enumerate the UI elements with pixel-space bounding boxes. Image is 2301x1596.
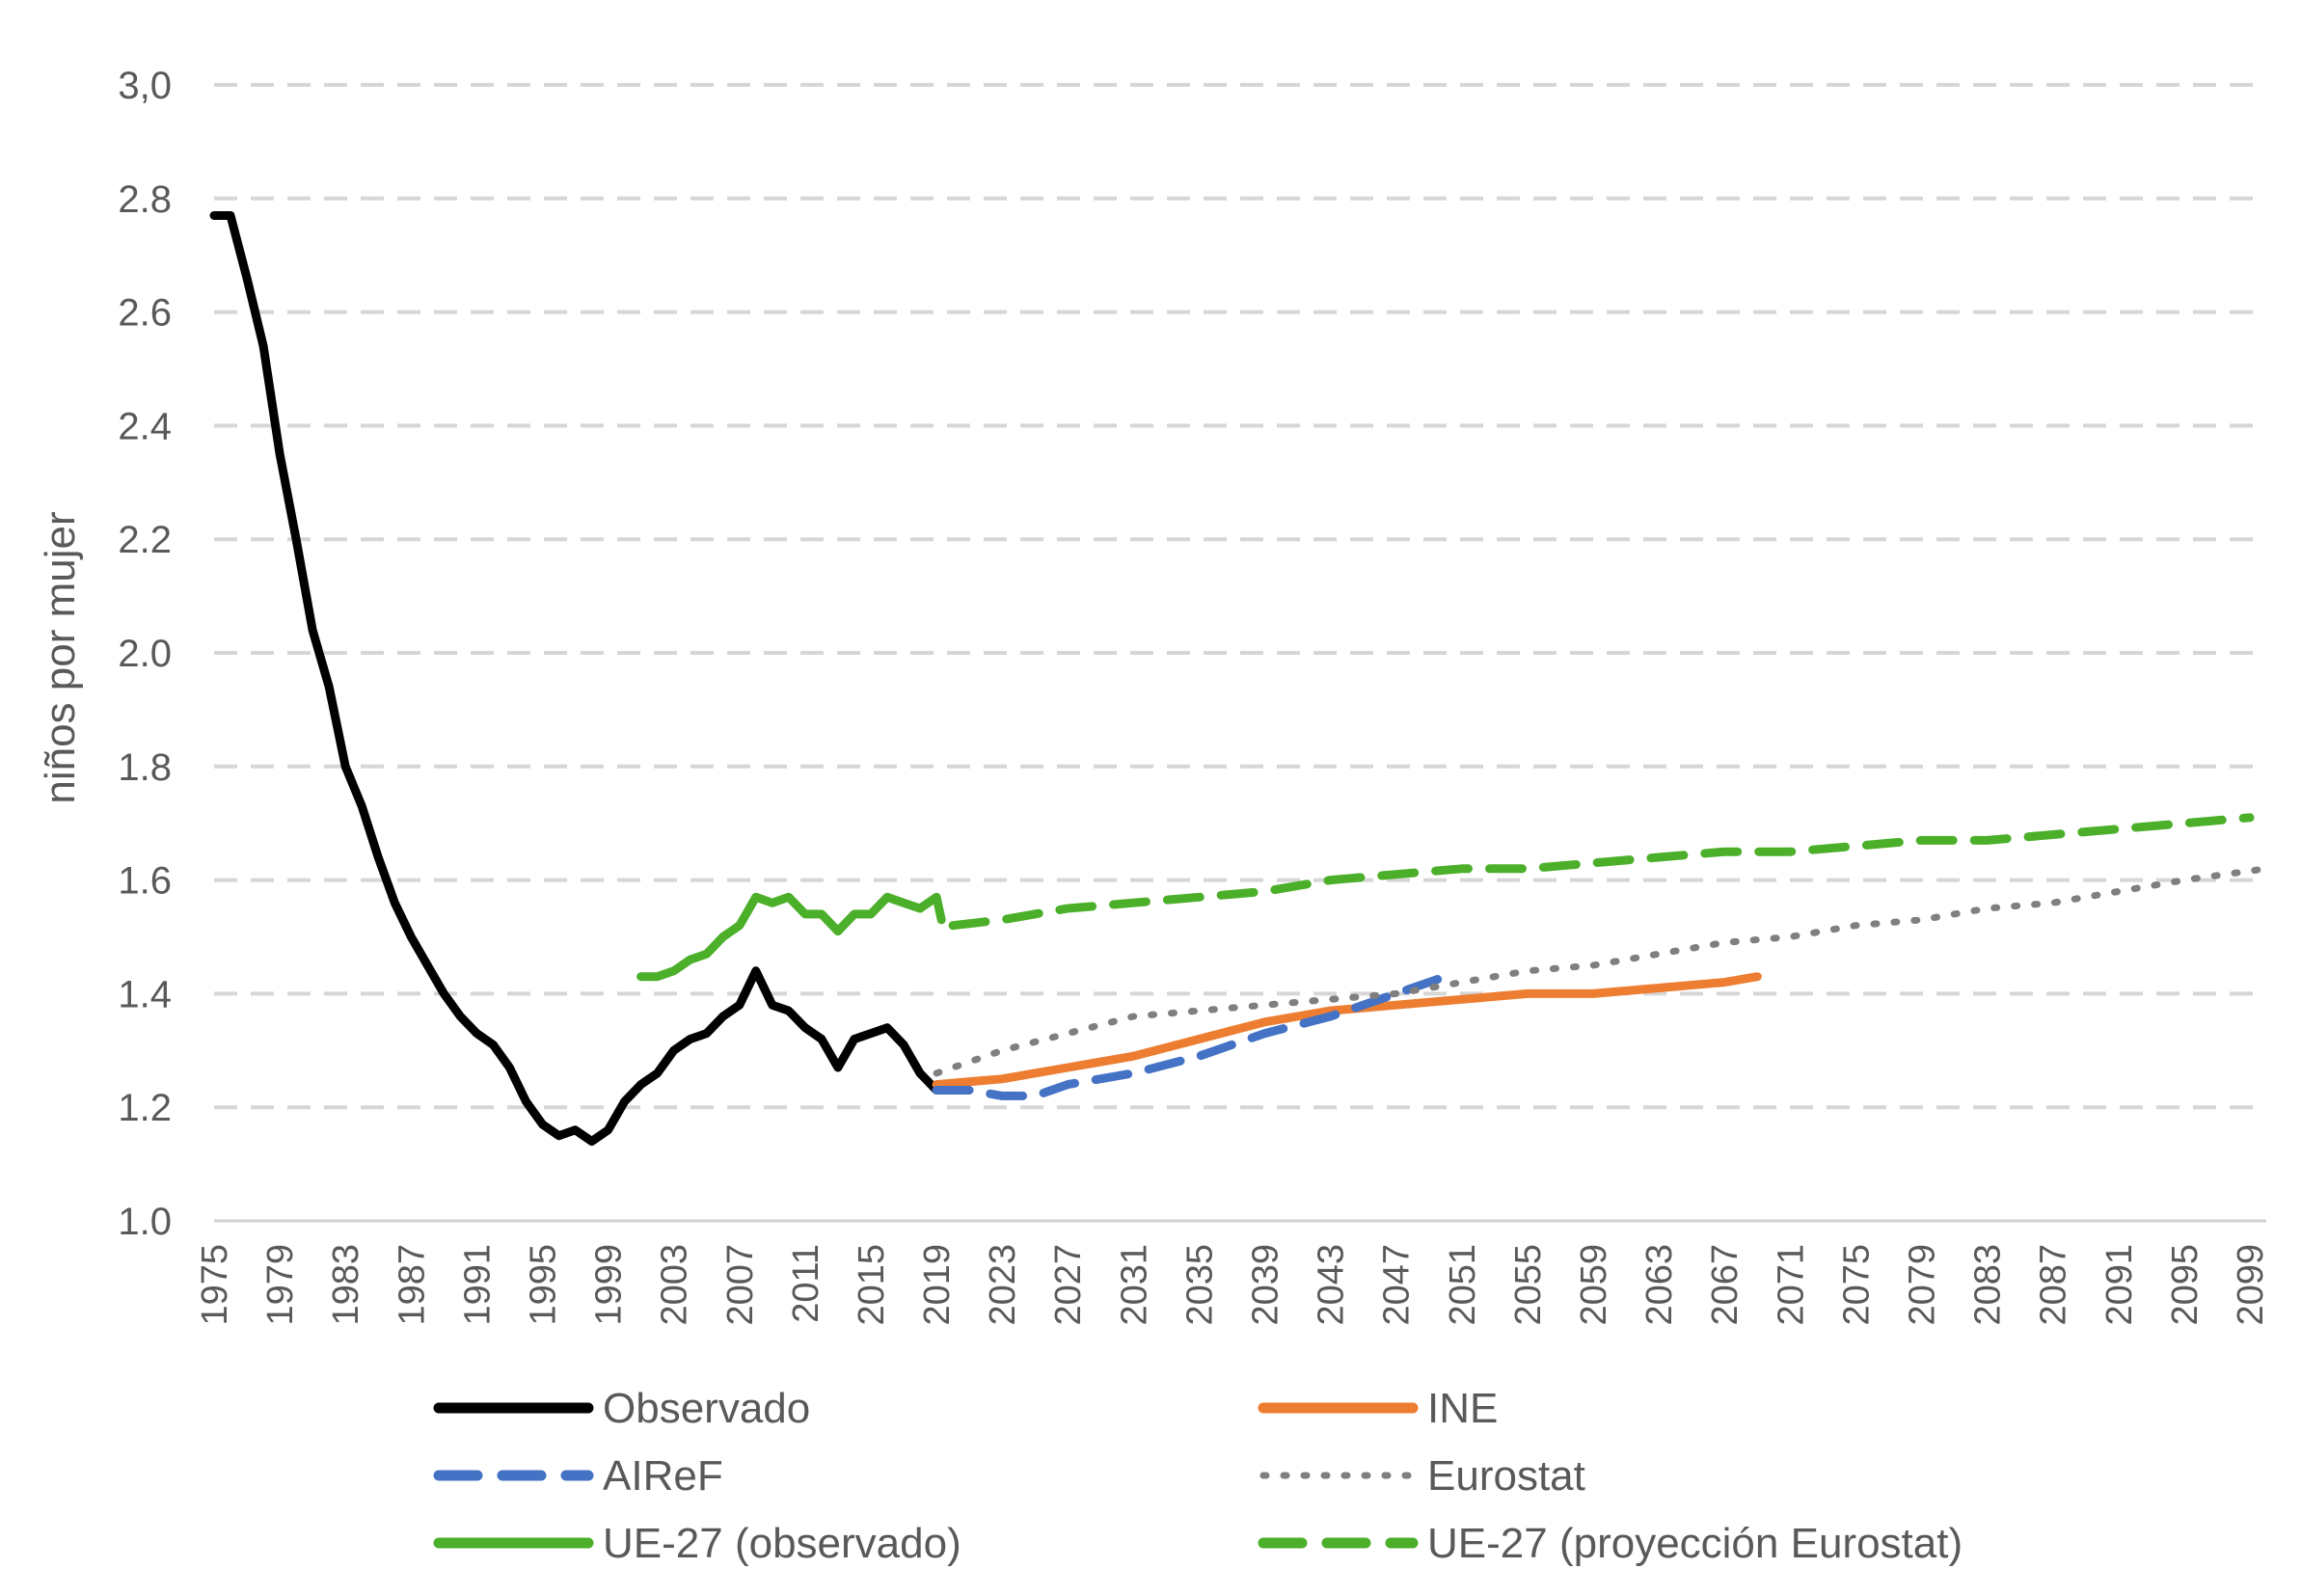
x-tick-label: 2071	[1771, 1244, 1811, 1326]
x-tick-label: 1987	[392, 1244, 432, 1326]
y-tick-label: 1.0	[118, 1201, 172, 1243]
series-line-observado	[209, 211, 941, 1146]
x-tick-label: 2083	[1968, 1244, 2009, 1326]
legend: Observado INE AIReF Eurostat UE-27 (observad…	[433, 1385, 1963, 1567]
y-tick-label: 1.6	[118, 860, 172, 903]
x-tick-label: 2023	[983, 1244, 1023, 1326]
y-tick-label: 1.2	[118, 1087, 172, 1129]
series-line-ue-27-proyecci-n-eurostat	[948, 813, 2255, 931]
legend-label-observado: Observado	[603, 1385, 810, 1432]
legend-label-airef: AIReF	[603, 1452, 723, 1500]
x-tick-label: 2075	[1836, 1244, 1877, 1326]
x-tick-label: 1999	[589, 1244, 630, 1326]
series-lines	[209, 211, 2270, 1146]
y-tick-label: 2.8	[118, 178, 172, 221]
x-tick-label: 2015	[852, 1244, 892, 1326]
x-tick-label: 2027	[1048, 1244, 1089, 1326]
x-tick-label: 2011	[786, 1244, 826, 1323]
x-tick-label: 2099	[2231, 1244, 2271, 1326]
x-tick-label: 2031	[1114, 1244, 1154, 1326]
x-tick-label: 1979	[260, 1244, 301, 1326]
x-tick-label: 2019	[917, 1244, 958, 1326]
y-tick-label: 2.4	[118, 405, 172, 447]
y-tick-label: 2.6	[118, 292, 172, 335]
legend-label-eurostat: Eurostat	[1427, 1452, 1585, 1500]
legend-label-ue-27-observado: UE-27 (observado)	[603, 1520, 961, 1567]
x-tick-label: 2087	[2034, 1244, 2074, 1326]
x-tick-label: 2067	[1705, 1244, 1746, 1326]
series-line-ue-27-observado	[636, 892, 946, 982]
x-tick-label: 1983	[326, 1244, 366, 1326]
x-tick-label: 2047	[1377, 1244, 1418, 1326]
x-axis-ticks: 1975 1979 1983 1987 1991 1995 1999 2003 2007 2011…	[195, 1244, 2271, 1326]
series-line-eurostat	[933, 865, 2270, 1077]
y-tick-label: 2.2	[118, 519, 172, 561]
series-line-airef	[932, 972, 1450, 1100]
x-tick-label: 2063	[1639, 1244, 1680, 1326]
x-tick-label: 2007	[720, 1244, 761, 1326]
legend-label-ue-27-proyecci-n-eurostat: UE-27 (proyección Eurostat)	[1427, 1520, 1963, 1567]
x-tick-label: 2051	[1443, 1244, 1483, 1326]
x-tick-label: 2035	[1179, 1244, 1220, 1326]
y-axis-title: niños por mujer	[37, 511, 84, 803]
x-tick-label: 1991	[457, 1244, 498, 1326]
legend-label-ine: INE	[1427, 1385, 1498, 1432]
x-tick-label: 1995	[523, 1244, 563, 1326]
x-tick-label: 2003	[655, 1244, 695, 1326]
x-tick-label: 2043	[1312, 1244, 1352, 1326]
y-tick-label: 2.0	[118, 633, 172, 675]
y-tick-label: 1.8	[118, 746, 172, 789]
x-tick-label: 2091	[2099, 1244, 2140, 1326]
grid-lines	[214, 83, 2266, 1110]
y-axis-ticks: 1.0 1.2 1.4 1.6 1.8 2.0 2.2 2.4 2.6 2.8 3,0	[118, 65, 172, 1243]
x-tick-label: 2059	[1574, 1244, 1614, 1326]
y-tick-label: 1.4	[118, 973, 172, 1015]
x-tick-label: 2095	[2165, 1244, 2206, 1326]
x-tick-label: 1975	[195, 1244, 235, 1326]
x-tick-label: 2039	[1246, 1244, 1286, 1326]
x-tick-label: 2055	[1508, 1244, 1549, 1326]
y-tick-label: 3,0	[118, 65, 172, 107]
x-tick-label: 2079	[1902, 1244, 1942, 1326]
